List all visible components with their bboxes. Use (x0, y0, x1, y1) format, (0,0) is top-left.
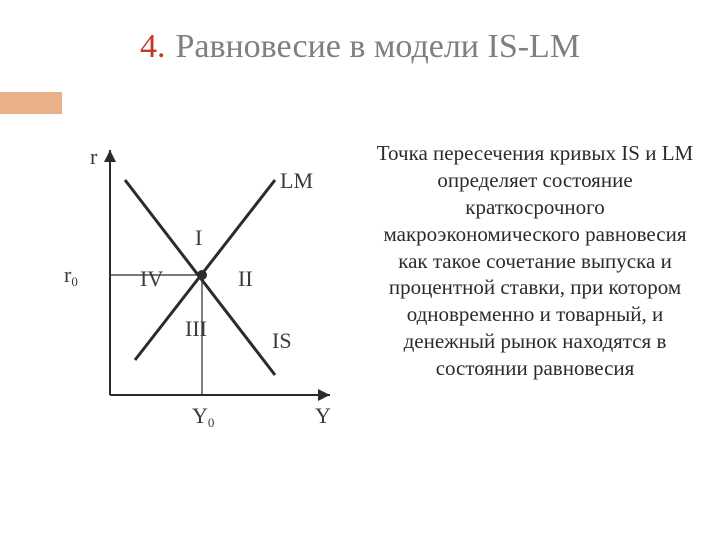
slide-title: 4. Равновесие в модели IS-LM (0, 0, 720, 66)
y0-sub: 0 (208, 415, 215, 430)
y0-letter: Y (192, 403, 208, 428)
lm-label: LM (280, 168, 313, 194)
accent-bar (0, 92, 62, 114)
quadrant-III: III (185, 316, 207, 342)
r0-label: r0 (64, 262, 78, 288)
quadrant-II: II (238, 266, 253, 292)
x-axis-arrow (318, 389, 330, 401)
is-label: IS (272, 328, 292, 354)
y-axis-arrow (104, 150, 116, 162)
title-number: 4. (140, 28, 166, 66)
quadrant-I: I (195, 225, 202, 251)
islm-chart: r Y LM IS r0 Y0 I II III IV (40, 130, 360, 450)
y-axis-label: r (90, 144, 97, 170)
body-text: Точка пересечения кривых IS и LM определ… (370, 140, 700, 530)
content-row: r Y LM IS r0 Y0 I II III IV Точка пересе… (0, 130, 720, 530)
y0-label: Y0 (192, 403, 214, 429)
x-axis-label: Y (315, 403, 331, 429)
title-text: Равновесие в модели IS-LM (175, 28, 580, 66)
equilibrium-point (197, 270, 207, 280)
r0-sub: 0 (71, 274, 78, 289)
quadrant-IV: IV (140, 266, 163, 292)
